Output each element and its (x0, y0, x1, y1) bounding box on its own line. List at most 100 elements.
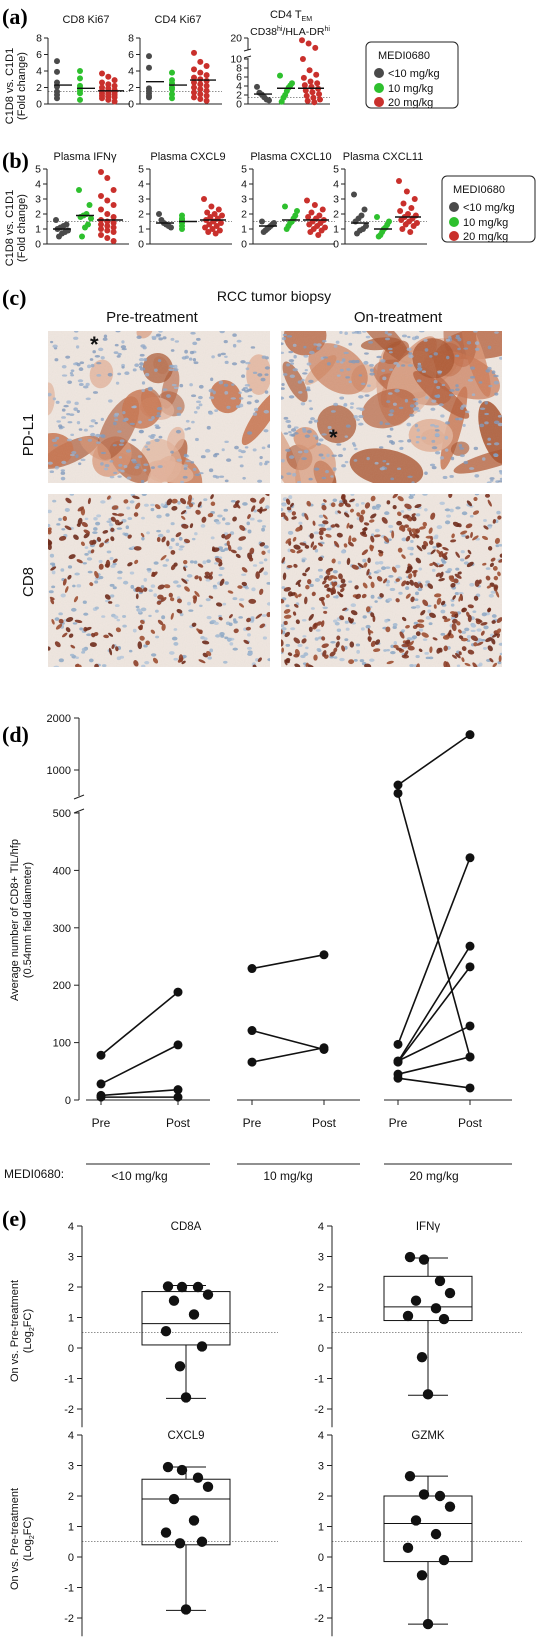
d-line-g2-2 (397, 857, 471, 1045)
panel-label-e: (e) (2, 1206, 26, 1231)
a2-tick-label-0: 0 (128, 99, 134, 111)
b1-tick-label-3: 3 (35, 194, 41, 206)
asterisk-on: * (329, 425, 338, 450)
d-group-label-2: 20 mg/kg (409, 1169, 458, 1183)
b2-point-g2-10 (217, 220, 224, 226)
b3-point-g1-7 (283, 226, 290, 232)
d-point-pre-g2-7 (393, 1073, 403, 1083)
b4-tick-label-4: 4 (333, 179, 339, 191)
e1-tick-label--1: -1 (64, 1374, 74, 1386)
boxplot-e4: -2 -1 0 1 2 3 4 GZMK (314, 1430, 522, 1637)
panel-d-chart: 0 100 200 300 400 500 1000 2000 Pre Post <10 mg/kg… (47, 713, 512, 1183)
a1-tick-label-4: 4 (36, 66, 42, 78)
d-point-post-g1-0 (319, 950, 329, 960)
e4-point-6 (402, 1542, 414, 1554)
a3-tick-label-10: 10 (230, 54, 242, 66)
e3-title: CXCL9 (167, 1430, 204, 1442)
b3-tick-label-2: 2 (241, 209, 247, 221)
a1-tick-label-6: 6 (36, 49, 42, 61)
d-point-pre-g0-0 (96, 1050, 106, 1060)
e3-point-3 (202, 1481, 214, 1493)
b2-point-g2-11 (206, 221, 213, 228)
e3-tick-label-3: 3 (68, 1461, 74, 1473)
e3-point-8 (174, 1538, 186, 1549)
a1-tick-label-2: 2 (36, 82, 42, 94)
biopsy-row-pdl1: PD-L1 (20, 414, 37, 457)
a2-point-g1-5 (169, 91, 175, 98)
panel-a-third-title: CD4 TEM CD38hi/HLA-DRhi (250, 9, 330, 38)
boxplot-e2: -2 -1 0 1 2 3 4 IFNγ (314, 1221, 522, 1428)
b4-point-g2-13 (402, 221, 409, 228)
d-break-2 (73, 808, 85, 814)
a1-point-g2-20 (111, 98, 118, 105)
a1-point-g0-0 (54, 58, 60, 65)
tile-cd8-pre (48, 494, 270, 667)
e1-point-2 (192, 1281, 204, 1293)
b4-point-g2-5 (397, 208, 404, 214)
legend-b-dot-mid (449, 217, 459, 227)
panel-label-b: (b) (2, 148, 29, 173)
a3-point-g2-13 (309, 89, 316, 96)
e3-point-7 (196, 1536, 208, 1547)
asterisk-pre: * (90, 332, 99, 357)
b3-point-g2-10 (306, 221, 313, 228)
d-break-1 (73, 794, 85, 800)
svg-text:10 mg/kg: 10 mg/kg (463, 217, 508, 229)
d-group-label-1: 10 mg/kg (263, 1169, 312, 1183)
legend-b-dot-low (449, 202, 459, 212)
b1-point-g2-16 (104, 227, 111, 234)
a2-point-g0-6 (146, 94, 152, 101)
d-point-post-g2-2 (465, 853, 475, 863)
d-line-g0-1 (100, 1044, 179, 1085)
d-line-g0-0 (100, 991, 179, 1056)
b4-point-g2-4 (408, 205, 415, 211)
b3-tick-label-5: 5 (241, 164, 247, 176)
panel-label-c: (c) (2, 285, 26, 310)
e1-point-1 (176, 1281, 188, 1293)
biopsy-images (48, 331, 502, 667)
b1-point-g2-13 (104, 223, 111, 229)
e1-point-6 (160, 1326, 172, 1337)
tile-cd8-pre-grain (48, 494, 270, 667)
svg-text:<10 mg/kg: <10 mg/kg (463, 202, 515, 214)
a2-point-g2-12 (191, 84, 197, 91)
a2-point-g2-15 (191, 89, 197, 96)
e2-point-4 (410, 1295, 422, 1306)
e2-point-0 (404, 1251, 416, 1263)
svg-text:(Log2FC): (Log2FC) (22, 1517, 36, 1561)
b1-point-g1-1 (86, 202, 93, 208)
b1-point-g2-3 (98, 193, 104, 199)
biopsy-col-on: On-treatment (354, 309, 443, 326)
a3-point-g1-7 (278, 98, 285, 105)
b1-point-g2-5 (110, 202, 117, 208)
d-line-g1-1 (251, 1029, 325, 1051)
b2-tick-label-3: 3 (138, 194, 144, 206)
b2-point-g0-0 (156, 211, 162, 217)
d-xlabel-pre-0: Pre (92, 1116, 111, 1130)
e4-point-4 (410, 1515, 422, 1526)
b2-point-g0-5 (168, 224, 174, 231)
svg-text:10 mg/kg: 10 mg/kg (388, 83, 433, 95)
e1-box (141, 1291, 231, 1346)
e2-tick-label-4: 4 (318, 1221, 324, 1233)
dotplot-b4: 0 1 2 3 4 5 Plasma CXCL11 (333, 151, 427, 251)
d-tick-label-200: 200 (53, 980, 71, 992)
a1-point-g2-18 (99, 95, 105, 102)
d-point-pre-g2-5 (393, 1056, 403, 1066)
b1-point-g2-6 (98, 206, 104, 213)
b4-tick-label-2: 2 (333, 209, 339, 221)
a3-tick-label-6: 6 (236, 72, 242, 84)
a3-point-g2-16 (310, 94, 317, 101)
a1-tick-label-8: 8 (36, 33, 42, 45)
legend-a-dot-high (374, 97, 384, 107)
e4-point-7 (438, 1554, 450, 1566)
a2-point-g2-13 (197, 86, 204, 93)
a3-point-g2-12 (302, 87, 309, 94)
a2-point-g2-17 (203, 92, 210, 99)
e4-point-8 (416, 1570, 428, 1581)
a2-point-g2-18 (191, 94, 197, 101)
panel-a-ylabel: C1D8 vs. C1D1 (Fold change) (4, 48, 28, 124)
b1-point-g2-4 (104, 197, 111, 204)
a3-point-g2-15 (303, 92, 310, 99)
